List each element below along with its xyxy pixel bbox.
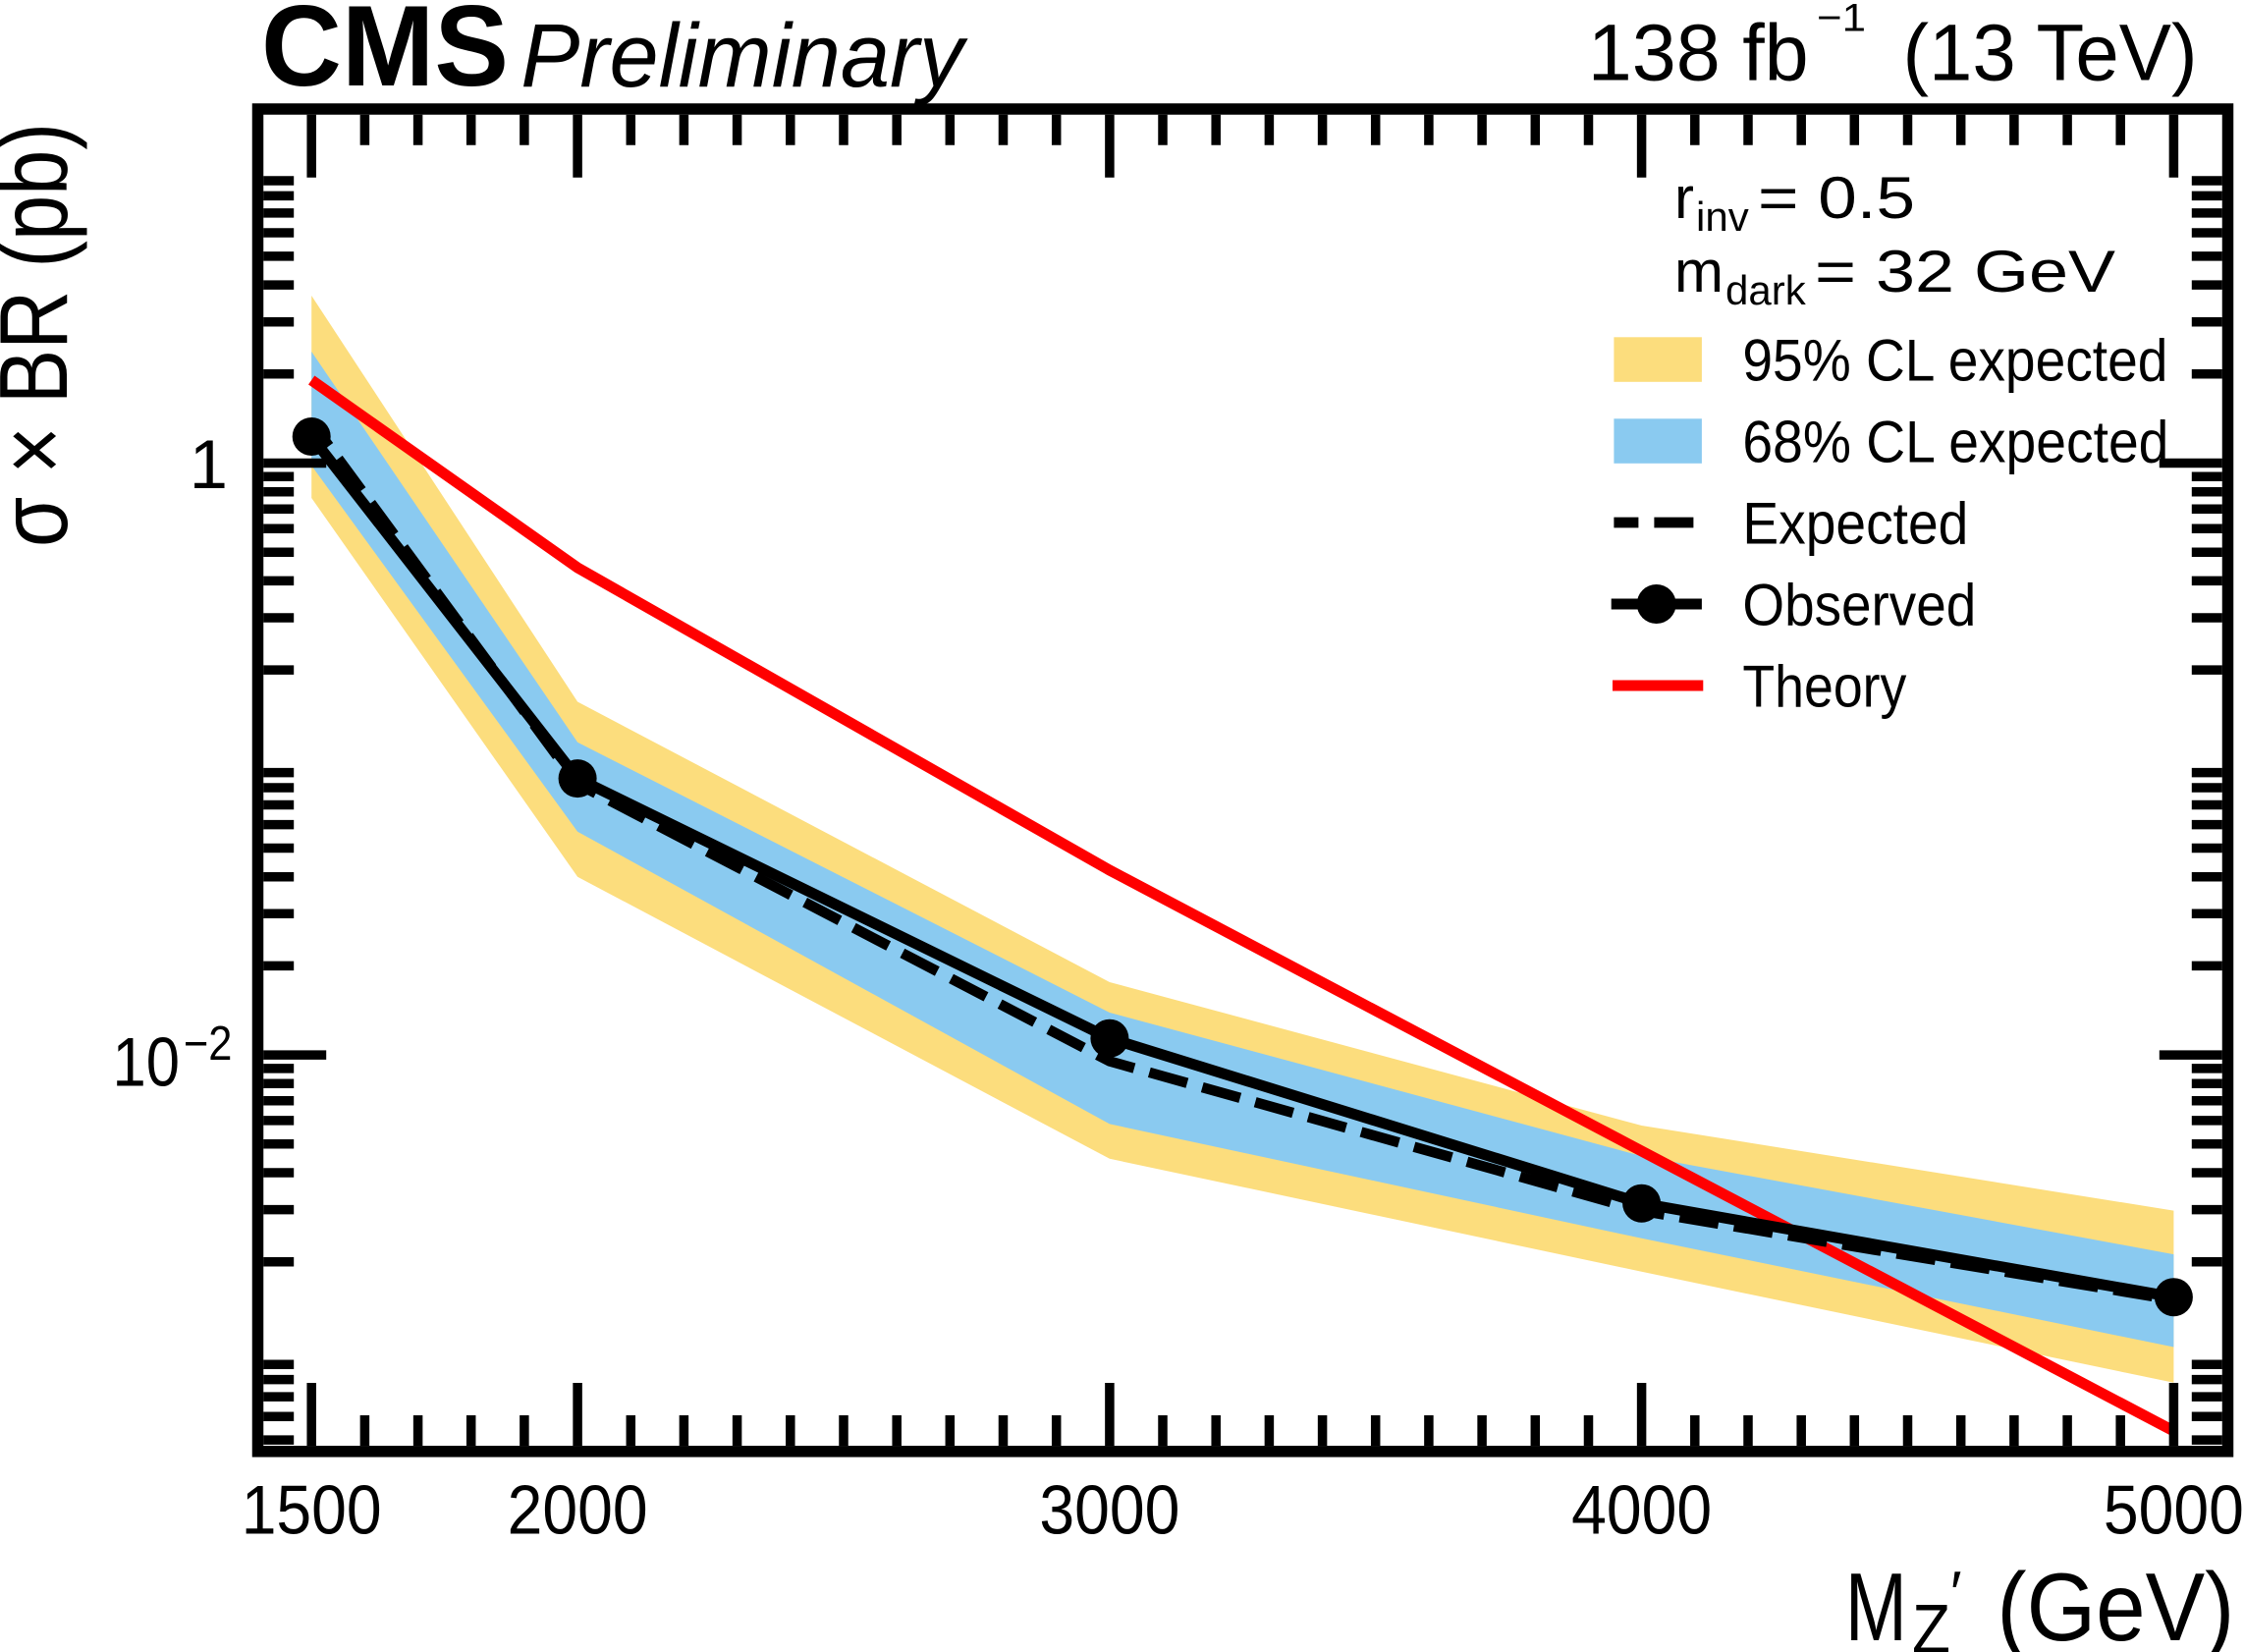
svg-text:3000: 3000 [1039, 1471, 1179, 1549]
svg-text:4000: 4000 [1571, 1471, 1712, 1549]
svg-text:inv: inv [1696, 193, 1749, 240]
svg-text:−2: −2 [184, 1018, 233, 1071]
svg-text:138 fb: 138 fb [1588, 8, 1809, 97]
svg-text:1: 1 [190, 425, 228, 503]
svg-text:Observed: Observed [1742, 572, 1976, 637]
svg-text:1500: 1500 [242, 1471, 382, 1549]
svg-text:CMS: CMS [261, 0, 509, 110]
svg-text:Preliminary: Preliminary [520, 6, 968, 106]
svg-text:5000: 5000 [2104, 1471, 2244, 1549]
svg-text:= 32 GeV: = 32 GeV [1815, 239, 2115, 304]
svg-text:M: M [1845, 1553, 1907, 1652]
svg-text:Theory: Theory [1742, 653, 1906, 719]
svg-text:m: m [1674, 239, 1724, 304]
svg-text:= 0.5: = 0.5 [1758, 165, 1915, 231]
svg-text:95% CL expected: 95% CL expected [1742, 327, 2167, 393]
svg-text:(GeV): (GeV) [1997, 1553, 2234, 1652]
svg-text:10: 10 [113, 1023, 181, 1101]
svg-text:σ × BR (pb): σ × BR (pb) [0, 123, 87, 547]
svg-text:−1: −1 [1817, 0, 1866, 40]
svg-text:′: ′ [1950, 1560, 1962, 1627]
svg-text:r: r [1674, 165, 1694, 231]
svg-text:Z: Z [1912, 1591, 1950, 1652]
svg-text:dark: dark [1725, 267, 1807, 313]
svg-text:Expected: Expected [1742, 490, 1968, 556]
svg-text:68% CL expected: 68% CL expected [1742, 409, 2168, 474]
svg-text:(13 TeV): (13 TeV) [1903, 8, 2198, 97]
svg-text:2000: 2000 [508, 1471, 648, 1549]
